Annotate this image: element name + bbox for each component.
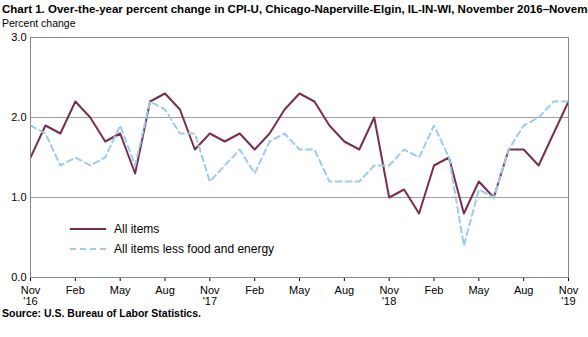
svg-text:Aug: Aug: [514, 284, 534, 296]
html-text:Percent change: Percent change: [2, 17, 76, 29]
html-text:Source: U.S. Bureau of Labor S: Source: U.S. Bureau of Labor Statistics.: [2, 307, 201, 319]
html-text:All items less food and energy: All items less food and energy: [114, 242, 275, 256]
svg-text:Feb: Feb: [425, 284, 444, 296]
svg-text:2.0: 2.0: [11, 111, 26, 123]
svg-text:May: May: [110, 284, 131, 296]
svg-text:Feb: Feb: [66, 284, 85, 296]
svg-text:3.0: 3.0: [11, 31, 26, 43]
svg-text:Aug: Aug: [155, 284, 175, 296]
svg-text:Nov'16: Nov'16: [21, 284, 41, 307]
svg-text:Nov'19: Nov'19: [559, 284, 579, 307]
svg-text:May: May: [289, 284, 310, 296]
svg-text:Aug: Aug: [335, 284, 355, 296]
svg-text:0.0: 0.0: [11, 271, 26, 283]
svg-text:May: May: [468, 284, 489, 296]
svg-text:Nov'17: Nov'17: [200, 284, 220, 307]
html-text:All items: All items: [114, 222, 160, 236]
svg-text:Nov'18: Nov'18: [379, 284, 399, 307]
svg-text:Feb: Feb: [245, 284, 264, 296]
svg-text:1.0: 1.0: [11, 191, 26, 203]
